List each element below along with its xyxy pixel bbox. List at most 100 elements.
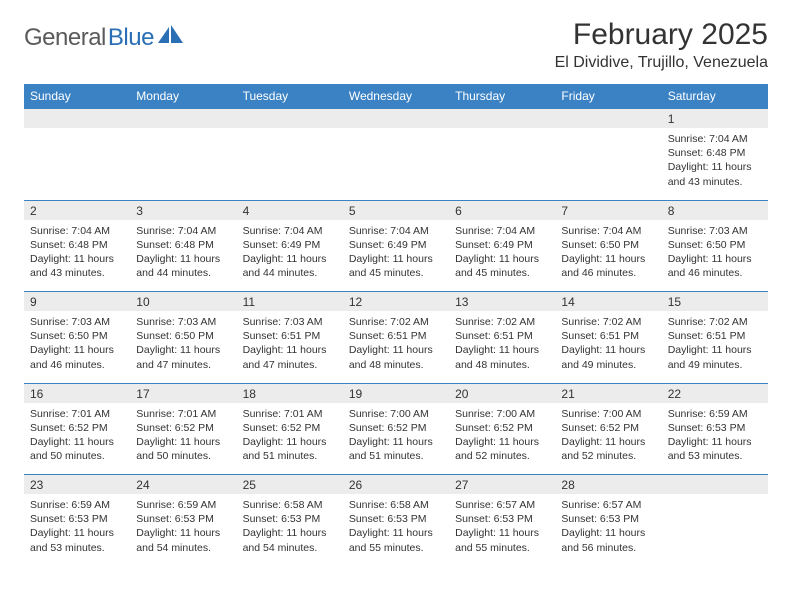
day-number-cell: 15 [662, 292, 768, 312]
day-details: Sunrise: 7:03 AMSunset: 6:50 PMDaylight:… [136, 313, 230, 372]
day-cell: Sunrise: 7:02 AMSunset: 6:51 PMDaylight:… [555, 311, 661, 383]
sunrise-line: Sunrise: 7:00 AM [455, 407, 549, 421]
day-content-row: Sunrise: 6:59 AMSunset: 6:53 PMDaylight:… [24, 494, 768, 566]
day-number-cell: 14 [555, 292, 661, 312]
daylight-line: Daylight: 11 hours and 56 minutes. [561, 526, 655, 554]
daylight-line: Daylight: 11 hours and 54 minutes. [243, 526, 337, 554]
sunrise-line: Sunrise: 6:57 AM [455, 498, 549, 512]
day-cell [449, 128, 555, 200]
daylight-line: Daylight: 11 hours and 53 minutes. [668, 435, 762, 463]
day-cell: Sunrise: 7:04 AMSunset: 6:49 PMDaylight:… [237, 220, 343, 292]
day-cell: Sunrise: 6:57 AMSunset: 6:53 PMDaylight:… [555, 494, 661, 566]
day-number-cell: 26 [343, 475, 449, 495]
day-number-row: 2345678 [24, 200, 768, 220]
day-number-cell [449, 109, 555, 129]
day-details: Sunrise: 6:58 AMSunset: 6:53 PMDaylight:… [243, 496, 337, 555]
sunset-line: Sunset: 6:48 PM [30, 238, 124, 252]
sunrise-line: Sunrise: 7:02 AM [349, 315, 443, 329]
brand-logo: GeneralBlue [24, 24, 184, 52]
day-number-cell: 28 [555, 475, 661, 495]
sunset-line: Sunset: 6:53 PM [30, 512, 124, 526]
day-number-cell [237, 109, 343, 129]
weekday-header-row: Sunday Monday Tuesday Wednesday Thursday… [24, 84, 768, 109]
day-details: Sunrise: 6:58 AMSunset: 6:53 PMDaylight:… [349, 496, 443, 555]
day-number-cell: 6 [449, 200, 555, 220]
day-number-cell: 13 [449, 292, 555, 312]
day-cell [555, 128, 661, 200]
sunset-line: Sunset: 6:53 PM [455, 512, 549, 526]
sunrise-line: Sunrise: 7:00 AM [349, 407, 443, 421]
day-cell [662, 494, 768, 566]
day-number-cell: 23 [24, 475, 130, 495]
day-cell: Sunrise: 7:04 AMSunset: 6:50 PMDaylight:… [555, 220, 661, 292]
day-number-cell [343, 109, 449, 129]
daylight-line: Daylight: 11 hours and 51 minutes. [349, 435, 443, 463]
sunset-line: Sunset: 6:48 PM [136, 238, 230, 252]
day-details: Sunrise: 7:00 AMSunset: 6:52 PMDaylight:… [561, 405, 655, 464]
day-number-cell: 21 [555, 383, 661, 403]
sunset-line: Sunset: 6:52 PM [136, 421, 230, 435]
sunrise-line: Sunrise: 6:59 AM [136, 498, 230, 512]
day-number-cell: 11 [237, 292, 343, 312]
daylight-line: Daylight: 11 hours and 49 minutes. [668, 343, 762, 371]
day-details: Sunrise: 7:01 AMSunset: 6:52 PMDaylight:… [136, 405, 230, 464]
day-number-cell: 10 [130, 292, 236, 312]
daylight-line: Daylight: 11 hours and 46 minutes. [30, 343, 124, 371]
day-cell: Sunrise: 7:00 AMSunset: 6:52 PMDaylight:… [449, 403, 555, 475]
daylight-line: Daylight: 11 hours and 47 minutes. [136, 343, 230, 371]
daylight-line: Daylight: 11 hours and 52 minutes. [455, 435, 549, 463]
sunset-line: Sunset: 6:52 PM [349, 421, 443, 435]
day-number-cell: 3 [130, 200, 236, 220]
day-cell [130, 128, 236, 200]
sunrise-line: Sunrise: 7:01 AM [30, 407, 124, 421]
day-number-cell: 7 [555, 200, 661, 220]
sunset-line: Sunset: 6:52 PM [243, 421, 337, 435]
sunrise-line: Sunrise: 7:01 AM [136, 407, 230, 421]
day-number-cell: 16 [24, 383, 130, 403]
day-cell: Sunrise: 7:00 AMSunset: 6:52 PMDaylight:… [555, 403, 661, 475]
day-number-cell [662, 475, 768, 495]
sunset-line: Sunset: 6:49 PM [349, 238, 443, 252]
day-number-cell [555, 109, 661, 129]
weekday-header: Saturday [662, 84, 768, 109]
day-number-cell: 8 [662, 200, 768, 220]
sunrise-line: Sunrise: 7:04 AM [30, 224, 124, 238]
daylight-line: Daylight: 11 hours and 52 minutes. [561, 435, 655, 463]
day-cell: Sunrise: 7:04 AMSunset: 6:48 PMDaylight:… [24, 220, 130, 292]
day-number-cell: 1 [662, 109, 768, 129]
day-details: Sunrise: 6:57 AMSunset: 6:53 PMDaylight:… [561, 496, 655, 555]
day-number-row: 9101112131415 [24, 292, 768, 312]
brand-sail-icon [158, 25, 184, 48]
day-number-cell: 18 [237, 383, 343, 403]
day-cell: Sunrise: 6:59 AMSunset: 6:53 PMDaylight:… [130, 494, 236, 566]
sunset-line: Sunset: 6:51 PM [561, 329, 655, 343]
day-cell: Sunrise: 7:02 AMSunset: 6:51 PMDaylight:… [662, 311, 768, 383]
daylight-line: Daylight: 11 hours and 47 minutes. [243, 343, 337, 371]
daylight-line: Daylight: 11 hours and 49 minutes. [561, 343, 655, 371]
sunrise-line: Sunrise: 6:58 AM [243, 498, 337, 512]
day-details: Sunrise: 7:04 AMSunset: 6:49 PMDaylight:… [243, 222, 337, 281]
sunrise-line: Sunrise: 7:02 AM [455, 315, 549, 329]
sunrise-line: Sunrise: 6:57 AM [561, 498, 655, 512]
sunset-line: Sunset: 6:50 PM [136, 329, 230, 343]
day-details: Sunrise: 7:03 AMSunset: 6:50 PMDaylight:… [668, 222, 762, 281]
sunset-line: Sunset: 6:50 PM [561, 238, 655, 252]
day-details: Sunrise: 7:03 AMSunset: 6:50 PMDaylight:… [30, 313, 124, 372]
day-details: Sunrise: 7:04 AMSunset: 6:49 PMDaylight:… [349, 222, 443, 281]
sunrise-line: Sunrise: 6:59 AM [668, 407, 762, 421]
daylight-line: Daylight: 11 hours and 45 minutes. [455, 252, 549, 280]
sunrise-line: Sunrise: 6:58 AM [349, 498, 443, 512]
weekday-header: Sunday [24, 84, 130, 109]
brand-text-2: Blue [108, 24, 154, 52]
day-number-cell: 27 [449, 475, 555, 495]
sunrise-line: Sunrise: 7:03 AM [243, 315, 337, 329]
sunrise-line: Sunrise: 6:59 AM [30, 498, 124, 512]
page-header: GeneralBlue February 2025 El Dividive, T… [24, 18, 768, 72]
day-cell: Sunrise: 7:04 AMSunset: 6:49 PMDaylight:… [343, 220, 449, 292]
sunrise-line: Sunrise: 7:03 AM [30, 315, 124, 329]
day-details: Sunrise: 6:59 AMSunset: 6:53 PMDaylight:… [30, 496, 124, 555]
sunset-line: Sunset: 6:52 PM [561, 421, 655, 435]
day-cell [24, 128, 130, 200]
sunrise-line: Sunrise: 7:03 AM [668, 224, 762, 238]
day-details: Sunrise: 7:00 AMSunset: 6:52 PMDaylight:… [349, 405, 443, 464]
